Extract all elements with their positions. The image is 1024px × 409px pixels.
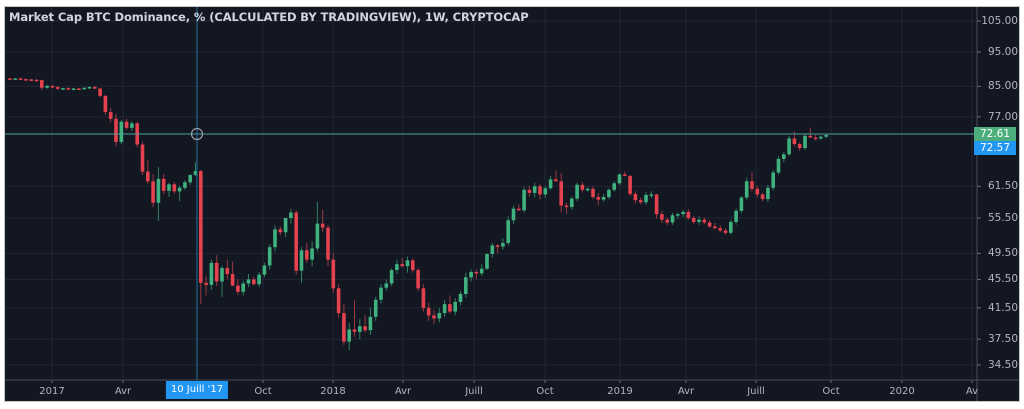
candles <box>8 77 828 351</box>
time-tick-label: Oct <box>254 386 272 397</box>
time-tick-label: 2019 <box>607 386 633 397</box>
price-tick-label: 45.50 <box>987 273 1018 286</box>
time-tick-label: 2017 <box>39 386 65 397</box>
price-tick-label: 85.00 <box>987 80 1018 93</box>
chart-grid <box>5 7 1019 401</box>
time-tick-label: Avr <box>394 386 412 397</box>
price-tick-label: 77.00 <box>987 110 1018 123</box>
chart-overlay <box>5 7 977 380</box>
price-tick-label: 37.50 <box>987 333 1018 346</box>
time-tick-label: Juill <box>747 386 765 397</box>
price-tick-label: 49.50 <box>987 247 1018 260</box>
price-tick-label: 55.50 <box>987 212 1018 224</box>
price-tick-label: 105.00 <box>981 15 1018 27</box>
time-tick-label: 2018 <box>320 386 346 397</box>
crosshair-price-badge: 72.57 <box>974 141 1016 155</box>
price-tick-label: 41.50 <box>987 301 1018 314</box>
time-tick-label: 2020 <box>889 386 915 397</box>
time-tick-label: Avr <box>677 386 695 397</box>
time-tick-label: Oct <box>536 386 554 397</box>
price-tick-label: 34.50 <box>987 358 1018 371</box>
time-tick-label: Av <box>965 386 979 397</box>
time-tick-label: Oct <box>822 386 840 397</box>
price-tick-label: 61.50 <box>987 180 1018 193</box>
time-tick-label: Juill <box>465 386 483 397</box>
chart-panel[interactable] <box>4 6 1020 402</box>
time-tick-label: Avr <box>114 386 132 397</box>
price-tick-label: 95.00 <box>987 45 1018 58</box>
chart-title: Market Cap BTC Dominance, % (CALCULATED … <box>9 10 529 24</box>
last-price-badge: 72.61 <box>974 127 1016 141</box>
crosshair-date-badge: 10 Juill '17 <box>165 381 229 399</box>
